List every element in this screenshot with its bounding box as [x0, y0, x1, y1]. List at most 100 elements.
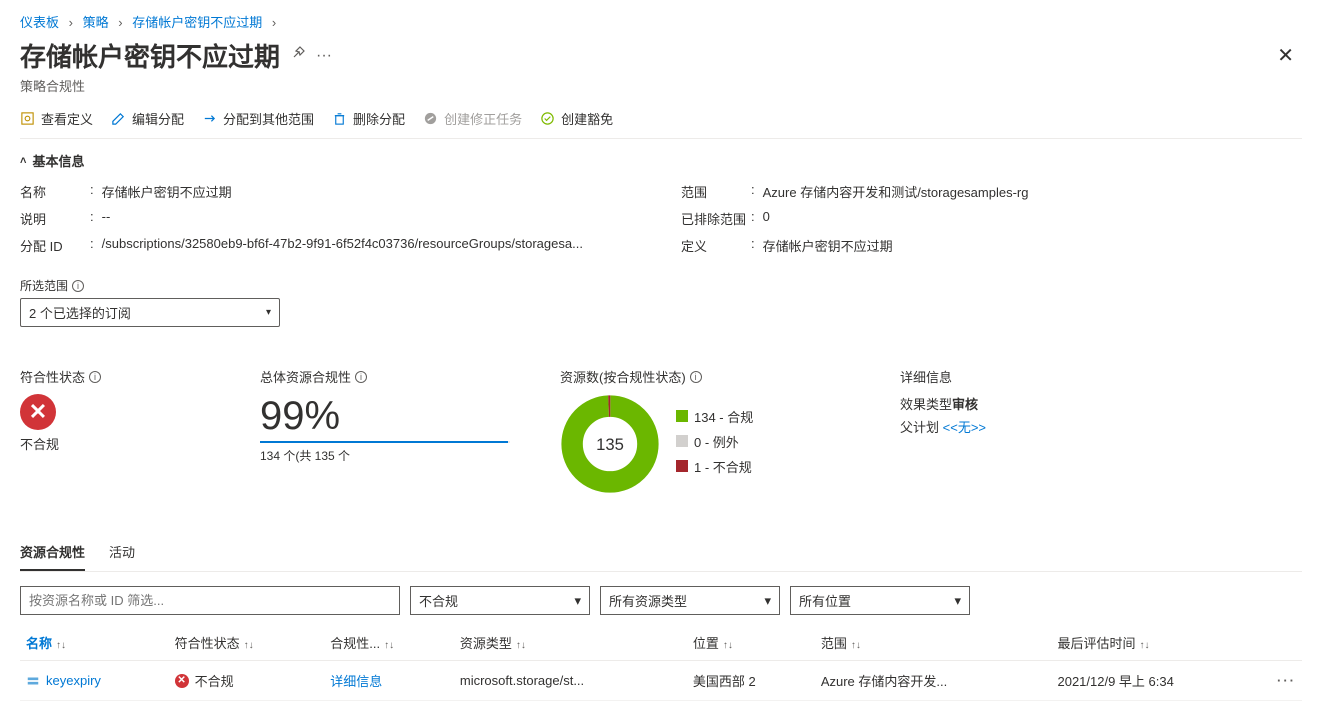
resource-name-cell[interactable]: keyexpiry	[26, 673, 163, 688]
effect-type-label: 效果类型	[900, 397, 952, 412]
toolbar-label: 创建修正任务	[444, 109, 522, 128]
noncompliant-icon: ✕	[175, 674, 189, 688]
chevron-right-icon: ›	[69, 15, 73, 30]
col-compliance-state[interactable]: 符合性状态↑↓	[169, 625, 325, 661]
info-label: 定义	[681, 236, 751, 255]
progress-text: 134 个(共 135 个	[260, 447, 520, 464]
effect-type-value: 审核	[952, 397, 978, 412]
scope-filter-label: 所选范围 i	[20, 277, 1302, 294]
toolbar-label: 编辑分配	[132, 109, 184, 128]
donut-total: 135	[596, 435, 624, 454]
toolbar-label: 查看定义	[41, 109, 93, 128]
chevron-up-icon: ˄	[20, 155, 26, 167]
donut-chart: 135	[560, 394, 660, 494]
donut-legend: 134 - 合规 0 - 例外 1 - 不合规	[676, 407, 753, 482]
toolbar: 查看定义 编辑分配 分配到其他范围 删除分配 创建修正任务 创建豁免	[20, 95, 1302, 139]
table-row: keyexpiry ✕不合规详细信息 microsoft.storage/st...…	[20, 661, 1302, 701]
toolbar-label: 删除分配	[353, 109, 405, 128]
resource-search-input[interactable]	[20, 586, 400, 615]
info-value: 0	[763, 209, 770, 228]
detail-link[interactable]: 详细信息	[330, 674, 382, 689]
breadcrumb-item[interactable]: 策略	[83, 15, 109, 30]
col-resource-type[interactable]: 资源类型↑↓	[454, 625, 687, 661]
chevron-right-icon: ›	[272, 15, 276, 30]
chevron-down-icon: ▾	[954, 593, 961, 609]
legend-item: 1 - 不合规	[676, 457, 753, 476]
info-value: --	[102, 209, 111, 228]
col-last-eval[interactable]: 最后评估时间↑↓	[1051, 625, 1271, 661]
parent-plan-link[interactable]: <<无>>	[943, 420, 986, 435]
tab-activity[interactable]: 活动	[109, 534, 135, 571]
scope-cell: Azure 存储内容开发...	[815, 661, 1052, 701]
info-value: 存储帐户密钥不应过期	[102, 182, 232, 201]
tab-resource-compliance[interactable]: 资源合规性	[20, 534, 85, 571]
assign-other-scope-button[interactable]: 分配到其他范围	[202, 109, 314, 128]
resource-type-filter-dropdown[interactable]: 所有资源类型 ▾	[600, 586, 780, 615]
toolbar-label: 创建豁免	[561, 109, 613, 128]
page-subtitle: 策略合规性	[20, 76, 1302, 95]
overall-compliance-block: 总体资源合规性 i 99% 134 个(共 135 个	[260, 367, 520, 464]
col-scope[interactable]: 范围↑↓	[815, 625, 1052, 661]
info-label: 分配 ID	[20, 236, 90, 255]
col-name[interactable]: 名称↑↓	[20, 625, 169, 661]
progress-bar	[260, 441, 510, 443]
section-title: 基本信息	[32, 151, 84, 170]
create-remediation-button: 创建修正任务	[423, 109, 522, 128]
basic-info-panel: 名称 : 存储帐户密钥不应过期 说明 : -- 分配 ID : /subscri…	[20, 178, 1302, 259]
col-compliance[interactable]: 合规性...↑↓	[324, 625, 454, 661]
basic-info-toggle[interactable]: ˄ 基本信息	[20, 139, 1302, 178]
legend-item: 0 - 例外	[676, 432, 753, 451]
last-eval-cell: 2021/12/9 早上 6:34	[1051, 661, 1271, 701]
results-table: 名称↑↓ 符合性状态↑↓ 合规性...↑↓ 资源类型↑↓ 位置↑↓ 范围↑↓ 最…	[20, 625, 1302, 701]
legend-item: 134 - 合规	[676, 407, 753, 426]
noncompliant-icon: ✕	[20, 394, 56, 430]
delete-assignment-button[interactable]: 删除分配	[332, 109, 405, 128]
info-value: 存储帐户密钥不应过期	[763, 236, 893, 255]
info-label: 名称	[20, 182, 90, 201]
info-value: Azure 存储内容开发和测试/storagesamples-rg	[763, 182, 1029, 201]
metric-title: 资源数(按合规性状态)	[560, 367, 686, 386]
compliance-state-block: 符合性状态 i ✕ 不合规	[20, 367, 220, 453]
info-icon[interactable]: i	[355, 371, 367, 383]
scope-filter-dropdown[interactable]: 2 个已选择的订阅 ▾	[20, 298, 280, 327]
view-definition-button[interactable]: 查看定义	[20, 109, 93, 128]
resource-icon	[26, 674, 40, 688]
tabs: 资源合规性 活动	[20, 534, 1302, 572]
resource-type-cell: microsoft.storage/st...	[454, 661, 687, 701]
breadcrumb-item[interactable]: 仪表板	[20, 15, 59, 30]
info-label: 已排除范围	[681, 209, 751, 228]
breadcrumb: 仪表板 › 策略 › 存储帐户密钥不应过期 ›	[20, 0, 1302, 37]
toolbar-label: 分配到其他范围	[223, 109, 314, 128]
metric-title: 总体资源合规性	[260, 367, 351, 386]
info-label: 范围	[681, 182, 751, 201]
location-cell: 美国西部 2	[687, 661, 815, 701]
breadcrumb-item[interactable]: 存储帐户密钥不应过期	[132, 15, 262, 30]
metric-title: 符合性状态	[20, 367, 85, 386]
col-location[interactable]: 位置↑↓	[687, 625, 815, 661]
close-icon[interactable]: ✕	[1269, 39, 1302, 72]
row-more-icon[interactable]: ···	[1277, 673, 1296, 688]
dropdown-value: 2 个已选择的订阅	[29, 303, 131, 322]
info-icon[interactable]: i	[690, 371, 702, 383]
compliance-status-cell: ✕不合规	[175, 671, 319, 690]
info-icon[interactable]: i	[89, 371, 101, 383]
metric-title: 详细信息	[900, 367, 952, 386]
dropdown-value: 不合规	[419, 591, 458, 610]
compliance-filter-dropdown[interactable]: 不合规 ▾	[410, 586, 590, 615]
more-icon[interactable]: ···	[316, 47, 332, 65]
info-value: /subscriptions/32580eb9-bf6f-47b2-9f91-6…	[102, 236, 583, 255]
detail-info-block: 详细信息 效果类型审核 父计划 <<无>>	[900, 367, 1100, 440]
dropdown-value: 所有资源类型	[609, 591, 687, 610]
chevron-down-icon: ▾	[266, 307, 271, 318]
info-icon[interactable]: i	[72, 280, 84, 292]
parent-plan-label: 父计划	[900, 420, 939, 435]
chevron-down-icon: ▾	[574, 593, 581, 609]
edit-assignment-button[interactable]: 编辑分配	[111, 109, 184, 128]
page-title: 存储帐户密钥不应过期	[20, 37, 280, 74]
create-exemption-button[interactable]: 创建豁免	[540, 109, 613, 128]
pin-icon[interactable]	[290, 45, 306, 66]
dropdown-value: 所有位置	[799, 591, 851, 610]
chevron-right-icon: ›	[118, 15, 122, 30]
resources-by-state-block: 资源数(按合规性状态) i 135 134 - 合规 0 - 例外 1 - 不合规	[560, 367, 860, 494]
location-filter-dropdown[interactable]: 所有位置 ▾	[790, 586, 970, 615]
